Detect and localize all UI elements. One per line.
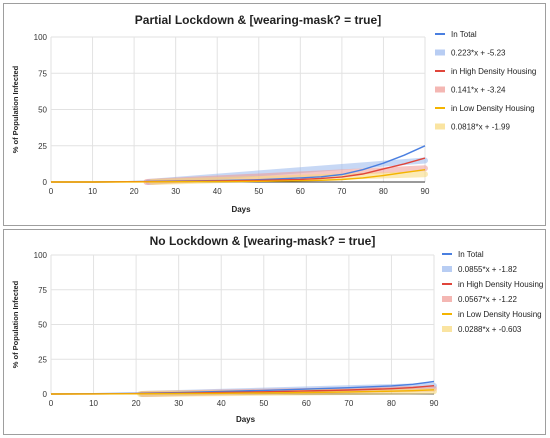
x-tick-label: 10 <box>89 399 98 408</box>
chart-panel-no-lockdown: No Lockdown & [wearing-mask? = true] 0 10 2… <box>3 229 546 435</box>
chart-svg-partial-lockdown: Partial Lockdown & [wearing-mask? = true… <box>11 13 536 214</box>
legend-item: in High Density Housing <box>435 67 536 76</box>
x-axis-label: Days <box>231 205 251 214</box>
legend-item: 0.141*x + -3.24 <box>435 86 506 95</box>
y-tick-label: 25 <box>38 355 47 364</box>
series-line-4 <box>50 389 435 395</box>
legend-label: in Low Density Housing <box>458 310 542 319</box>
x-tick-label: 40 <box>213 187 222 196</box>
y-tick-label: 100 <box>34 251 48 260</box>
grid <box>50 254 435 395</box>
y-tick-label: 0 <box>43 178 48 187</box>
legend-label: In Total <box>451 30 477 39</box>
y-tick-label: 25 <box>38 142 47 151</box>
x-tick-label: 30 <box>171 187 180 196</box>
series-group <box>51 145 428 185</box>
legend-item: 0.0818*x + -1.99 <box>435 123 510 132</box>
x-tick-label: 0 <box>49 187 54 196</box>
x-tick-label: 90 <box>430 399 439 408</box>
legend-item: in Low Density Housing <box>435 104 535 113</box>
x-tick-label: 60 <box>302 399 311 408</box>
x-axis-label: Days <box>236 415 256 424</box>
legend-item: 0.0567*x + -1.22 <box>442 295 517 304</box>
x-tick-label: 50 <box>259 399 268 408</box>
x-tick-label: 30 <box>174 399 183 408</box>
x-tick-label: 80 <box>387 399 396 408</box>
y-tick-label: 50 <box>38 321 47 330</box>
x-tick-label: 70 <box>344 399 353 408</box>
x-tick-label: 50 <box>254 187 263 196</box>
chart-svg-no-lockdown: No Lockdown & [wearing-mask? = true] 0 10 2… <box>11 234 543 424</box>
chart-title: No Lockdown & [wearing-mask? = true] <box>150 234 376 248</box>
y-axis-label: % of Population Infected <box>11 65 20 153</box>
chart-panel-partial-lockdown: Partial Lockdown & [wearing-mask? = true… <box>3 3 546 226</box>
legend-label: 0.0567*x + -1.22 <box>458 295 517 304</box>
x-tick-label: 90 <box>421 187 430 196</box>
y-tick-label: 100 <box>34 33 48 42</box>
legend-item: 0.0288*x + -0.603 <box>442 325 522 334</box>
x-tick-label: 80 <box>379 187 388 196</box>
legend-item: in High Density Housing <box>442 280 543 289</box>
x-tick-label: 10 <box>88 187 97 196</box>
y-axis-label: % of Population Infected <box>11 280 20 368</box>
series-group <box>50 380 437 397</box>
legend-label: 0.141*x + -3.24 <box>451 86 506 95</box>
legend-label: 0.223*x + -5.23 <box>451 49 506 58</box>
chart-title: Partial Lockdown & [wearing-mask? = true… <box>135 13 381 27</box>
legend: In Total 0.223*x + -5.23 in High Density H… <box>435 30 536 132</box>
series-line-4 <box>51 169 426 183</box>
legend-label: in High Density Housing <box>458 280 543 289</box>
x-tick-label: 40 <box>217 399 226 408</box>
x-tick-label: 70 <box>337 187 346 196</box>
y-tick-label: 0 <box>43 390 48 399</box>
x-tick-label: 0 <box>49 399 54 408</box>
legend-item: 0.0855*x + -1.82 <box>442 265 517 274</box>
legend-label: in High Density Housing <box>451 67 536 76</box>
y-tick-label: 75 <box>38 69 47 78</box>
legend-item: in Low Density Housing <box>442 310 542 319</box>
x-tick-label: 20 <box>132 399 141 408</box>
legend-item: In Total <box>442 250 484 259</box>
legend-label: 0.0288*x + -0.603 <box>458 325 522 334</box>
x-tick-label: 60 <box>296 187 305 196</box>
legend-label: in Low Density Housing <box>451 104 535 113</box>
legend: In Total 0.0855*x + -1.82 in High Density … <box>442 250 543 334</box>
legend-label: 0.0855*x + -1.82 <box>458 265 517 274</box>
legend-label: In Total <box>458 250 484 259</box>
y-tick-label: 75 <box>38 286 47 295</box>
grid <box>50 36 426 183</box>
y-tick-label: 50 <box>38 106 47 115</box>
legend-item: In Total <box>435 30 477 39</box>
x-tick-label: 20 <box>130 187 139 196</box>
legend-label: 0.0818*x + -1.99 <box>451 123 510 132</box>
legend-item: 0.223*x + -5.23 <box>435 49 506 58</box>
